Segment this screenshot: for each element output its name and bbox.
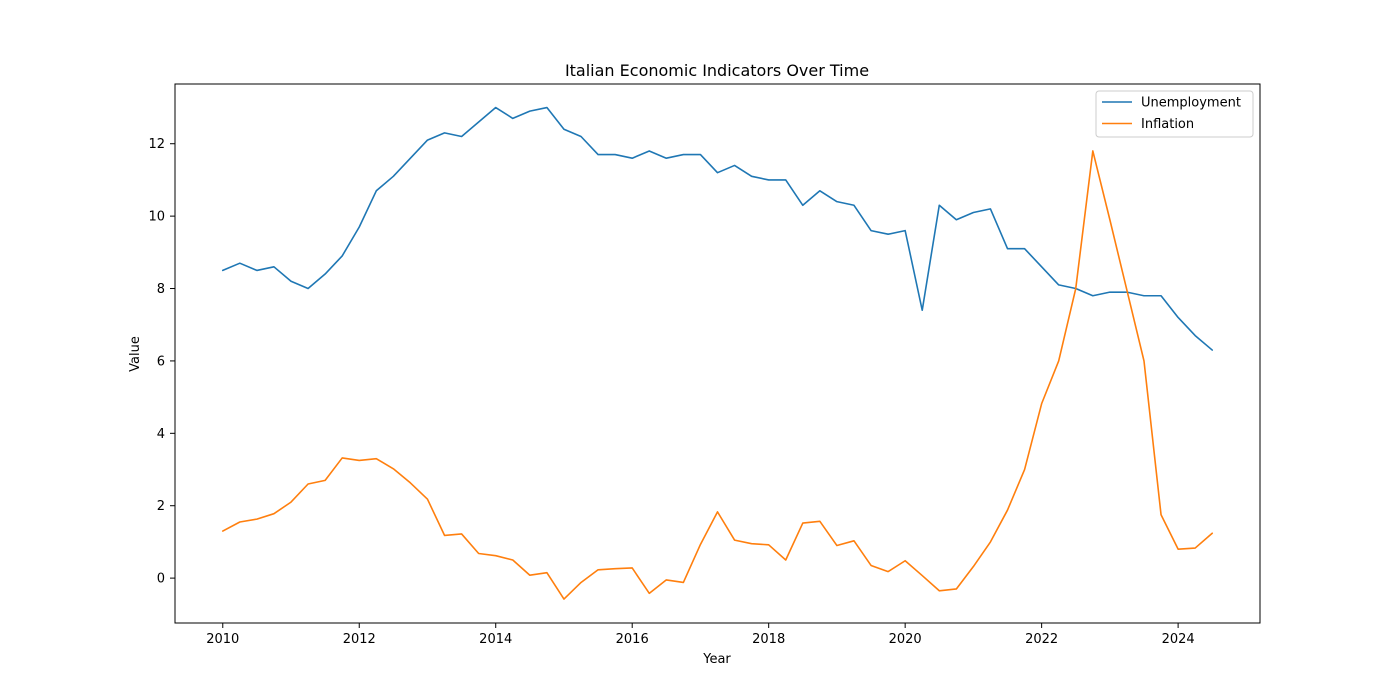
plot-area bbox=[221, 106, 1214, 600]
y-tick-label: 0 bbox=[157, 572, 165, 587]
legend: Unemployment Inflation bbox=[1095, 90, 1254, 138]
x-tick-label: 2014 bbox=[479, 632, 512, 647]
x-tick-label: 2024 bbox=[1162, 632, 1195, 647]
chart-title: Italian Economic Indicators Over Time bbox=[565, 61, 869, 80]
x-axis-label: Year bbox=[702, 652, 731, 667]
x-tick-label: 2010 bbox=[206, 632, 239, 647]
y-tick-label: 12 bbox=[148, 137, 165, 152]
y-tick-label: 6 bbox=[157, 354, 165, 369]
plot-frame bbox=[174, 83, 1261, 624]
y-tick-label: 4 bbox=[157, 427, 165, 442]
x-tick-label: 2020 bbox=[889, 632, 922, 647]
x-tick-label: 2022 bbox=[1025, 632, 1058, 647]
x-tick-label: 2012 bbox=[343, 632, 376, 647]
series-line-inflation bbox=[221, 150, 1214, 600]
y-tick-label: 2 bbox=[157, 499, 165, 514]
x-tick-label: 2016 bbox=[616, 632, 649, 647]
x-tick-label: 2018 bbox=[752, 632, 785, 647]
legend-label-inflation: Inflation bbox=[1141, 117, 1194, 132]
y-axis: 0 2 4 6 8 10 12 bbox=[148, 137, 175, 587]
y-axis-label: Value bbox=[128, 336, 143, 372]
legend-label-unemployment: Unemployment bbox=[1141, 96, 1241, 111]
y-tick-label: 10 bbox=[148, 210, 165, 225]
legend-box bbox=[1095, 90, 1254, 138]
series-line-unemployment bbox=[221, 106, 1214, 351]
x-axis: 2010 2012 2014 2016 2018 2020 2022 2024 bbox=[206, 623, 1195, 647]
y-tick-label: 8 bbox=[157, 282, 165, 297]
